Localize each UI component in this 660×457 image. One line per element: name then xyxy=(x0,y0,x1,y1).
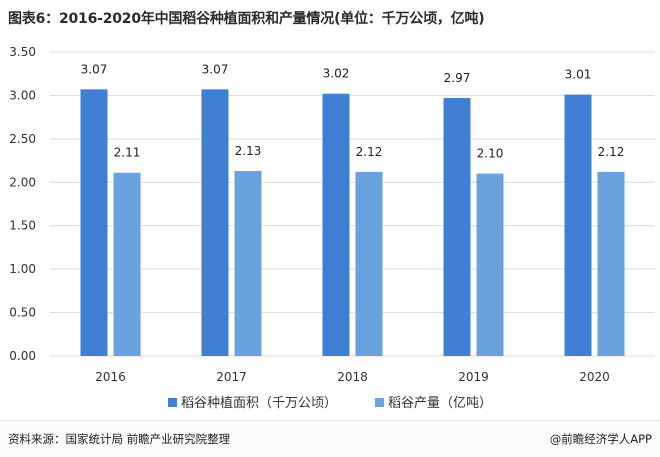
data-label: 2.11 xyxy=(114,146,141,160)
data-label: 3.07 xyxy=(81,62,108,76)
bar-output-2020 xyxy=(597,171,625,356)
legend: 稻谷种植面积（千万公顷） 稻谷产量（亿吨） xyxy=(168,396,492,411)
bar-chart: 0.00 0.50 1.00 1.50 2.00 2.50 3.00 3.50 3.07 2.1… xyxy=(9,45,655,411)
bar-area-2016 xyxy=(80,89,108,356)
y-axis: 0.00 0.50 1.00 1.50 2.00 2.50 3.00 3.50 xyxy=(9,45,36,363)
y-tick-label: 0.50 xyxy=(9,306,36,320)
legend-swatch xyxy=(375,398,384,407)
bar-output-2018 xyxy=(355,171,383,356)
legend-label: 稻谷产量（亿吨） xyxy=(388,396,492,411)
bar-output-2019 xyxy=(476,173,504,356)
data-label: 2.97 xyxy=(444,71,471,85)
y-tick-label: 3.00 xyxy=(9,88,36,102)
bar-area-2019 xyxy=(443,98,471,356)
chart-title: 图表6：2016-2020年中国稻谷种植面积和产量情况(单位：千万公顷，亿吨) xyxy=(8,11,485,27)
data-label: 3.02 xyxy=(323,67,350,81)
data-label: 2.12 xyxy=(598,145,625,159)
data-label: 2.13 xyxy=(235,144,262,158)
bar-output-2016 xyxy=(113,172,141,356)
bar-area-2017 xyxy=(201,89,229,356)
data-label: 2.12 xyxy=(356,145,383,159)
x-tick-label: 2016 xyxy=(95,370,126,384)
x-tick-label: 2019 xyxy=(458,370,489,384)
x-axis: 2016 2017 2018 2019 2020 xyxy=(95,370,610,384)
bars xyxy=(80,89,625,356)
credit-note: @前瞻经济学人APP xyxy=(549,432,652,446)
data-label: 3.07 xyxy=(202,62,229,76)
x-tick-label: 2018 xyxy=(337,370,368,384)
x-tick-label: 2020 xyxy=(579,370,610,384)
bar-area-2018 xyxy=(322,93,350,356)
y-tick-label: 2.00 xyxy=(9,175,36,189)
legend-swatch xyxy=(168,398,177,407)
data-label: 3.01 xyxy=(565,68,592,82)
x-tick-label: 2017 xyxy=(216,370,247,384)
data-labels: 3.07 2.11 3.07 2.13 3.02 2.12 2.97 2.10 3.01 2.12 xyxy=(81,62,625,160)
bar-area-2020 xyxy=(564,94,592,356)
y-tick-label: 0.00 xyxy=(9,349,36,363)
grid-lines xyxy=(50,51,655,357)
y-tick-label: 1.50 xyxy=(9,219,36,233)
y-tick-label: 2.50 xyxy=(9,132,36,146)
footer: 资料来源：国家统计局 前瞻产业研究院整理 @前瞻经济学人APP xyxy=(0,420,660,457)
data-label: 2.10 xyxy=(477,147,504,161)
bar-output-2017 xyxy=(234,170,262,356)
legend-label: 稻谷种植面积（千万公顷） xyxy=(181,396,337,411)
source-note: 资料来源：国家统计局 前瞻产业研究院整理 xyxy=(8,432,231,446)
y-tick-label: 3.50 xyxy=(9,45,36,59)
y-tick-label: 1.00 xyxy=(9,262,36,276)
